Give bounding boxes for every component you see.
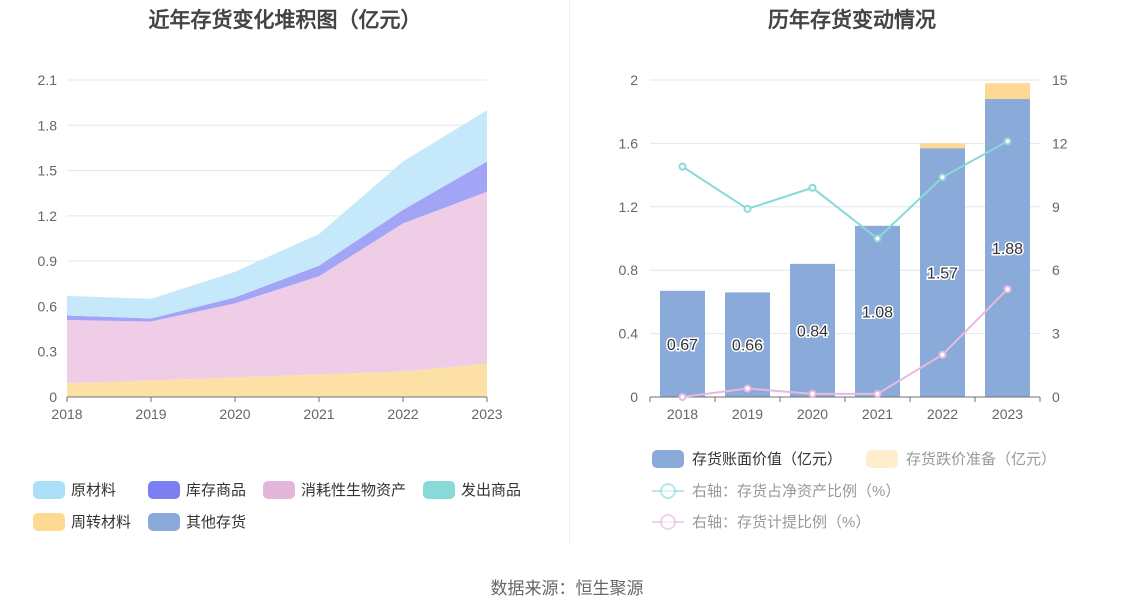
- data-source-note: 数据来源：恒生聚源: [490, 579, 644, 598]
- right-x-tick-label: 2022: [927, 406, 958, 422]
- line-point: [1003, 137, 1012, 146]
- bar-data-label: 1.57: [927, 266, 958, 283]
- bar-book-value: [725, 292, 770, 397]
- bar-impairment: [985, 83, 1030, 100]
- bar-data-label: 0.66: [732, 338, 763, 355]
- bar-data-label: 0.67: [667, 337, 698, 354]
- right-y2-tick-label: 3: [1052, 326, 1060, 342]
- bar-book-value: [790, 263, 835, 397]
- right-chart-title: 历年存货变动情况: [768, 9, 936, 32]
- line-point: [1003, 285, 1012, 294]
- right-x-tick-label: 2019: [732, 406, 763, 422]
- right-y2-tick-label: 0: [1052, 389, 1060, 405]
- right-x-tick-label: 2021: [862, 406, 893, 422]
- area-series-0: [67, 363, 487, 397]
- right-y-tick-label: 0.4: [619, 326, 639, 342]
- right-y-tick-label: 0.8: [619, 262, 639, 278]
- line-point: [808, 183, 817, 192]
- right-y2-tick-label: 9: [1052, 199, 1060, 215]
- left-x-tick-label: 2018: [51, 406, 82, 422]
- left-legend-label: 库存商品: [186, 482, 246, 499]
- right-legend-label: 右轴：存货占净资产比例（%）: [692, 483, 900, 500]
- left-legend-label: 原材料: [71, 482, 116, 499]
- left-x-tick-label: 2023: [471, 406, 502, 422]
- line-series-0: [681, 140, 1008, 240]
- right-legend-swatch: [652, 450, 684, 468]
- right-legend-label: 存货跌价准备（亿元）: [906, 451, 1056, 468]
- area-series-2: [67, 161, 487, 322]
- line-point: [678, 393, 687, 401]
- bar-book-value: [855, 225, 900, 397]
- left-x-tick-label: 2021: [303, 406, 334, 422]
- right-y2-tick-label: 12: [1052, 135, 1068, 151]
- line-point: [873, 234, 882, 243]
- left-x-tick-label: 2022: [387, 406, 418, 422]
- line-series-1: [682, 288, 1009, 398]
- line-point: [938, 173, 947, 182]
- left-y-tick-label: 2.1: [38, 72, 58, 88]
- left-y-tick-label: 1.5: [38, 163, 58, 179]
- right-y2-tick-label: 6: [1052, 262, 1060, 278]
- left-legend-swatch: [148, 481, 180, 499]
- right-y2-tick-label: 15: [1052, 72, 1068, 88]
- bar-book-value: [660, 290, 705, 397]
- right-legend-label: 存货账面价值（亿元）: [692, 451, 842, 468]
- line-point: [743, 384, 752, 393]
- right-legend-marker: [660, 483, 676, 499]
- right-x-tick-label: 2020: [797, 406, 828, 422]
- left-x-tick-label: 2020: [219, 406, 250, 422]
- right-legend-label: 右轴：存货计提比例（%）: [692, 514, 870, 531]
- left-legend-swatch: [33, 481, 65, 499]
- line-point: [678, 162, 687, 171]
- left-chart-title: 近年存货变化堆积图（亿元）: [148, 9, 422, 32]
- left-y-tick-label: 0.6: [38, 298, 58, 314]
- right-y-tick-label: 2: [630, 72, 638, 88]
- left-legend-label: 消耗性生物资产: [301, 482, 406, 499]
- right-y-tick-label: 1.2: [619, 199, 639, 215]
- line-point: [808, 389, 817, 398]
- right-y-tick-label: 1.6: [619, 135, 639, 151]
- left-legend-swatch: [148, 513, 180, 531]
- line-point: [938, 350, 947, 359]
- left-y-tick-label: 0.9: [38, 253, 58, 269]
- line-point: [743, 204, 752, 213]
- left-legend-label: 其他存货: [186, 514, 246, 531]
- left-legend-label: 发出商品: [461, 482, 521, 499]
- left-y-tick-label: 0.3: [38, 344, 58, 360]
- bar-data-label: 1.08: [862, 304, 893, 321]
- left-y-tick-label: 1.8: [38, 117, 58, 133]
- right-y-tick-label: 0: [630, 389, 638, 405]
- bar-impairment: [920, 143, 965, 149]
- left-y-tick-label: 0: [49, 389, 57, 405]
- right-x-tick-label: 2018: [667, 406, 698, 422]
- left-y-tick-label: 1.2: [38, 208, 58, 224]
- area-series-3: [67, 110, 487, 319]
- area-series-1: [67, 191, 487, 384]
- left-legend-swatch: [423, 481, 455, 499]
- left-legend-label: 周转材料: [71, 514, 131, 531]
- right-legend-swatch: [866, 450, 898, 468]
- left-x-tick-label: 2019: [135, 406, 166, 422]
- line-point: [873, 389, 882, 398]
- left-legend-swatch: [33, 513, 65, 531]
- bar-data-label: 0.84: [797, 323, 828, 340]
- bar-data-label: 1.88: [992, 241, 1023, 258]
- left-legend-swatch: [263, 481, 295, 499]
- right-legend-marker: [660, 514, 676, 530]
- chart-divider: [569, 0, 570, 545]
- right-x-tick-label: 2023: [992, 406, 1023, 422]
